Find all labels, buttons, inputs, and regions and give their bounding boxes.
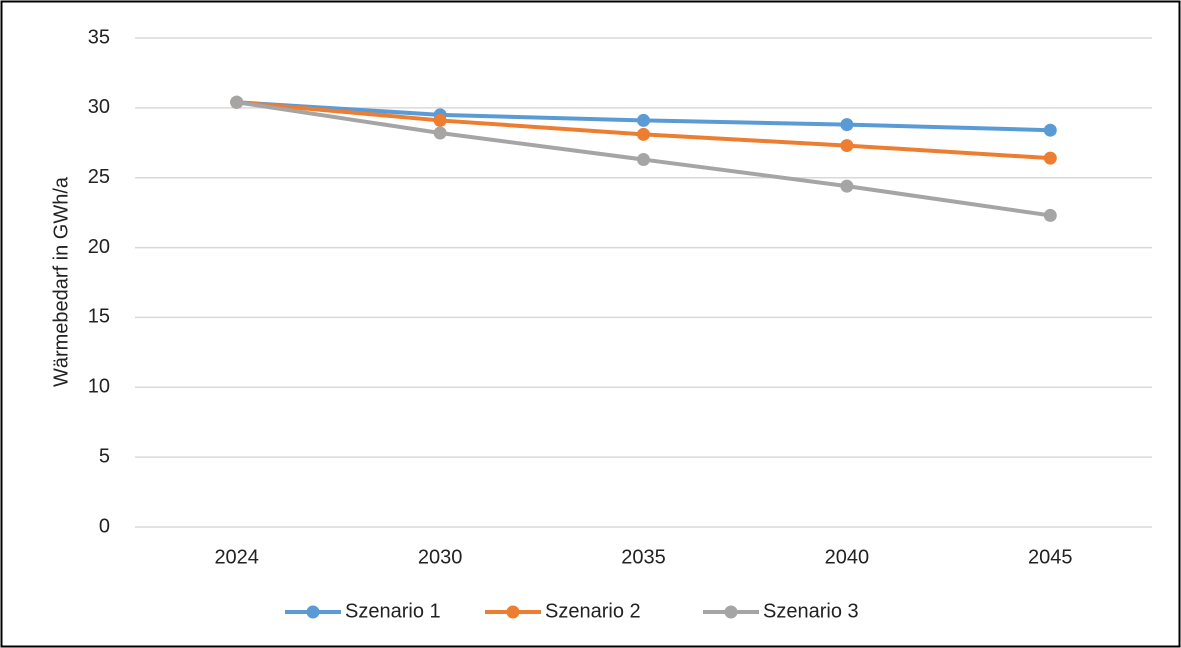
legend-marker <box>724 605 738 619</box>
legend-marker <box>306 605 320 619</box>
point <box>230 95 244 109</box>
point <box>840 139 854 153</box>
y-tick-label: 20 <box>88 236 110 258</box>
legend-label: Szenario 1 <box>345 600 441 622</box>
y-tick-label: 25 <box>88 166 110 188</box>
point <box>637 153 650 167</box>
y-tick-label: 5 <box>99 445 110 467</box>
x-tick-label: 2035 <box>621 546 666 568</box>
y-axis-label: Wärmebedarf in GWh/a <box>50 176 72 387</box>
point <box>840 118 854 132</box>
point <box>637 113 650 127</box>
legend-marker <box>506 605 520 619</box>
point <box>1043 208 1057 222</box>
point <box>840 179 854 193</box>
x-tick-label: 2030 <box>418 546 463 568</box>
x-tick-label: 2040 <box>825 546 870 568</box>
point <box>433 113 447 127</box>
point <box>1043 151 1057 165</box>
point <box>433 126 447 140</box>
y-tick-label: 15 <box>88 306 110 328</box>
point <box>637 127 650 141</box>
legend-label: Szenario 2 <box>545 600 641 622</box>
x-tick-label: 2045 <box>1028 546 1073 568</box>
y-tick-label: 10 <box>88 376 110 398</box>
legend-label: Szenario 3 <box>763 600 859 622</box>
x-tick-label: 2024 <box>214 546 259 568</box>
y-tick-label: 30 <box>88 96 110 118</box>
y-tick-label: 35 <box>88 26 110 48</box>
point <box>1043 123 1057 137</box>
y-tick-label: 0 <box>99 515 110 537</box>
